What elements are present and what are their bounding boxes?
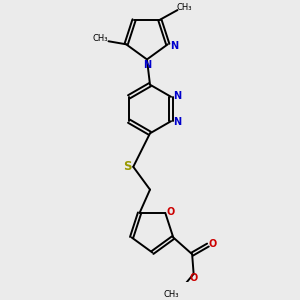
- Text: CH₃: CH₃: [164, 290, 179, 299]
- Text: CH₃: CH₃: [176, 2, 192, 11]
- Text: S: S: [124, 160, 132, 173]
- Text: N: N: [173, 117, 181, 127]
- Text: CH₃: CH₃: [92, 34, 108, 43]
- Text: O: O: [190, 273, 198, 283]
- Text: N: N: [173, 91, 181, 101]
- Text: O: O: [209, 239, 217, 249]
- Text: N: N: [170, 41, 178, 51]
- Text: N: N: [143, 60, 151, 70]
- Text: O: O: [166, 207, 174, 217]
